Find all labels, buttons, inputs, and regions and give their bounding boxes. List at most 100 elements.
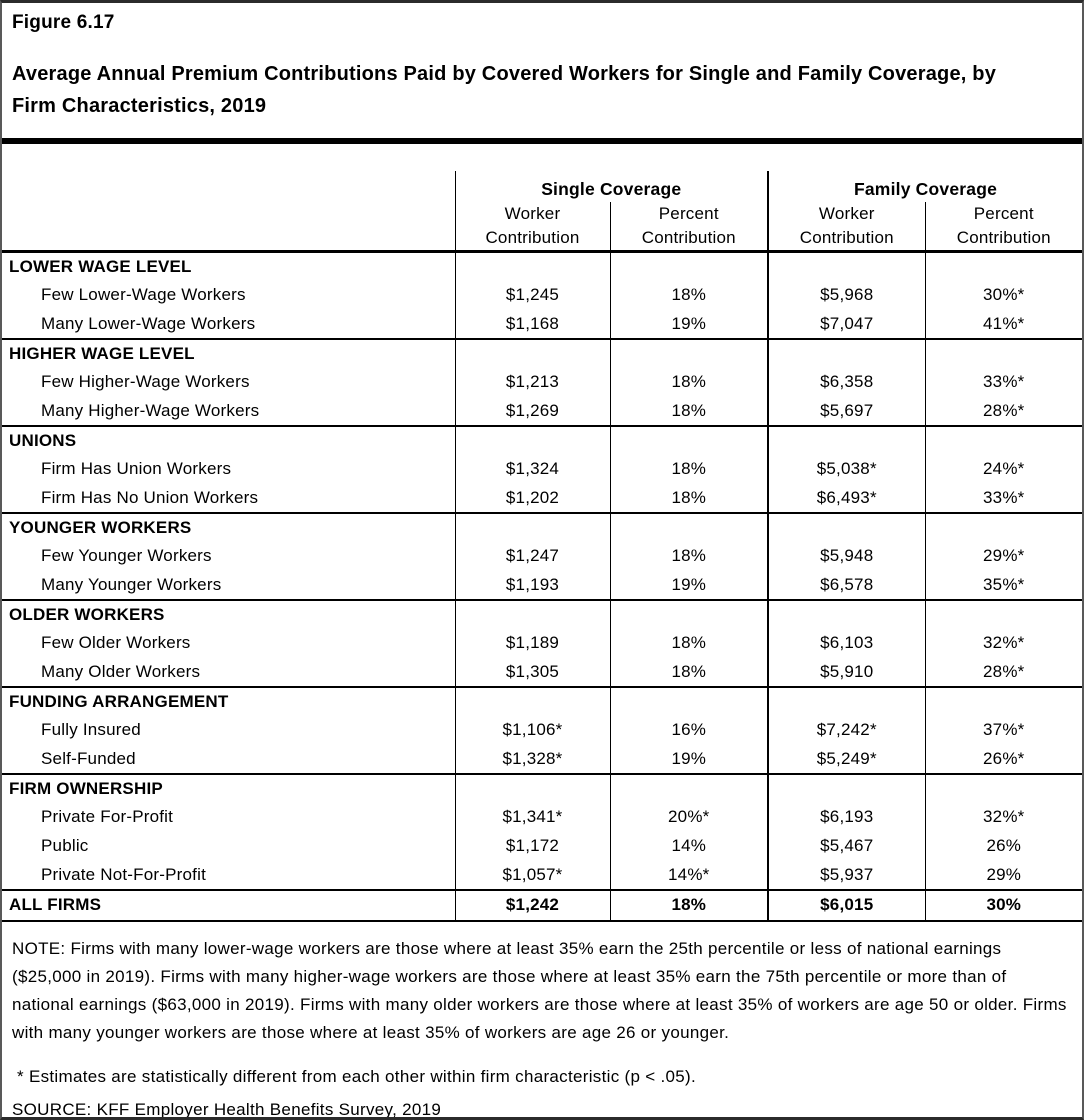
value-cell: 18% (610, 657, 770, 687)
value-cell: $6,493* (768, 483, 926, 513)
table-header: Single Coverage Family Coverage Worker C… (2, 171, 1082, 253)
premium-contributions-table: Single Coverage Family Coverage Worker C… (2, 171, 1082, 922)
source-note: SOURCE: KFF Employer Health Benefits Sur… (12, 1099, 442, 1119)
value-cell: 41%* (983, 313, 1025, 333)
figure-notes: NOTE: Firms with many lower-wage workers… (2, 935, 1082, 1119)
value-cell (610, 772, 770, 803)
value-cell (925, 337, 1082, 368)
value-cell: $6,015 (768, 888, 926, 922)
table-row: Firm Has No Union Workers $1,202 18% $6,493… (2, 483, 1082, 513)
value-cell (610, 424, 770, 455)
value-cell: $1,341* (455, 802, 611, 832)
table-body: LOWER WAGE LEVEL Few Lower-Wage Workers $1… (2, 250, 1082, 922)
value-cell (768, 772, 926, 803)
table-row: Private For-Profit $1,341* 20%* $6,193 32%* (2, 802, 1082, 832)
row-label: Private Not-For-Profit (2, 860, 456, 890)
value-cell: $1,328* (455, 744, 611, 774)
value-cell: $1,245 (455, 280, 611, 310)
section-header-row: UNIONS (2, 424, 1082, 455)
value-cell: 18% (610, 367, 770, 397)
value-cell (925, 598, 1082, 629)
row-label: Firm Has No Union Workers (2, 483, 456, 513)
value-cell (768, 424, 926, 455)
value-cell (610, 511, 770, 542)
value-cell: $1,305 (455, 657, 611, 687)
value-cell: $5,697 (768, 396, 926, 426)
family-worker-contribution-header: Worker Contribution (768, 202, 926, 253)
row-label: Few Older Workers (2, 628, 456, 658)
value-cell: 20%* (610, 802, 770, 832)
single-worker-contribution-header: Worker Contribution (455, 202, 611, 253)
value-cell: $7,242* (768, 715, 926, 745)
value-cell (455, 250, 611, 281)
value-cell: $1,168 (455, 309, 611, 339)
family-percent-contribution-header: Percent Contribution (925, 202, 1082, 253)
family-coverage-header: Family Coverage (853, 179, 998, 199)
single-percent-contribution-header: Percent Contribution (610, 202, 770, 253)
row-label: UNIONS (2, 424, 456, 455)
row-label: HIGHER WAGE LEVEL (2, 337, 456, 368)
value-cell (925, 511, 1082, 542)
value-cell (925, 685, 1082, 716)
all-firms-row: ALL FIRMS $1,242 18% $6,015 30% (2, 888, 1082, 922)
value-cell: $6,103 (768, 628, 926, 658)
row-label: Many Higher-Wage Workers (2, 396, 456, 426)
value-cell: $5,467 (768, 831, 926, 861)
value-cell (455, 685, 611, 716)
value-cell: $1,202 (455, 483, 611, 513)
value-cell: 37%* (983, 720, 1025, 739)
value-cell (610, 598, 770, 629)
figure-title: Average Annual Premium Contributions Pai… (12, 63, 997, 117)
note-text: NOTE: Firms with many lower-wage workers… (12, 938, 1067, 1042)
value-cell (768, 337, 926, 368)
value-cell: $1,247 (455, 541, 611, 571)
value-cell (455, 598, 611, 629)
value-cell: $6,578 (768, 570, 926, 600)
row-label: Few Higher-Wage Workers (2, 367, 456, 397)
value-cell: $5,249* (768, 744, 926, 774)
subheader-row: Worker Contribution Percent Contribution… (2, 202, 1082, 253)
value-cell (455, 511, 611, 542)
value-cell (925, 772, 1082, 803)
value-cell: 18% (610, 888, 770, 922)
section-header-row: YOUNGER WORKERS (2, 511, 1082, 542)
significance-note: * Estimates are statistically different … (17, 1066, 697, 1086)
value-cell: $5,937 (768, 860, 926, 890)
value-cell (768, 685, 926, 716)
value-cell: 16% (610, 715, 770, 745)
table-row: Self-Funded $1,328* 19% $5,249* 26%* (2, 744, 1082, 774)
table-row: Firm Has Union Workers $1,324 18% $5,038* 24… (2, 454, 1082, 484)
value-cell: 29%* (983, 546, 1025, 565)
table-row: Private Not-For-Profit $1,057* 14%* $5,937 2… (2, 860, 1082, 890)
value-cell (925, 250, 1082, 281)
value-cell: 18% (610, 483, 770, 513)
value-cell: 29% (986, 864, 1022, 884)
figure-header: Figure 6.17 Average Annual Premium Contr… (2, 3, 1082, 122)
row-label: Firm Has Union Workers (2, 454, 456, 484)
row-label: Fully Insured (2, 715, 456, 745)
value-cell (768, 250, 926, 281)
table-row: Many Younger Workers $1,193 19% $6,578 35%* (2, 570, 1082, 600)
value-cell: $1,189 (455, 628, 611, 658)
value-cell: 33%* (983, 487, 1025, 507)
table-row: Many Lower-Wage Workers $1,168 19% $7,047 41… (2, 309, 1082, 339)
value-cell: $5,910 (768, 657, 926, 687)
row-label: FUNDING ARRANGEMENT (2, 685, 456, 716)
value-cell: 35%* (983, 574, 1025, 594)
value-cell (455, 424, 611, 455)
table-row: Few Higher-Wage Workers $1,213 18% $6,358 33… (2, 367, 1082, 397)
empty-corner-cell (2, 202, 456, 253)
value-cell: 19% (610, 570, 770, 600)
value-cell (455, 337, 611, 368)
value-cell: $6,358 (768, 367, 926, 397)
table-row: Few Lower-Wage Workers $1,245 18% $5,968 30%… (2, 280, 1082, 310)
row-label: Many Older Workers (2, 657, 456, 687)
value-cell: $5,968 (768, 280, 926, 310)
value-cell (610, 685, 770, 716)
value-cell: $5,038* (768, 454, 926, 484)
table-row: Few Younger Workers $1,247 18% $5,948 29%* (2, 541, 1082, 571)
value-cell: 14%* (610, 860, 770, 890)
value-cell: 32%* (983, 633, 1025, 652)
table-row: Many Older Workers $1,305 18% $5,910 28%* (2, 657, 1082, 687)
